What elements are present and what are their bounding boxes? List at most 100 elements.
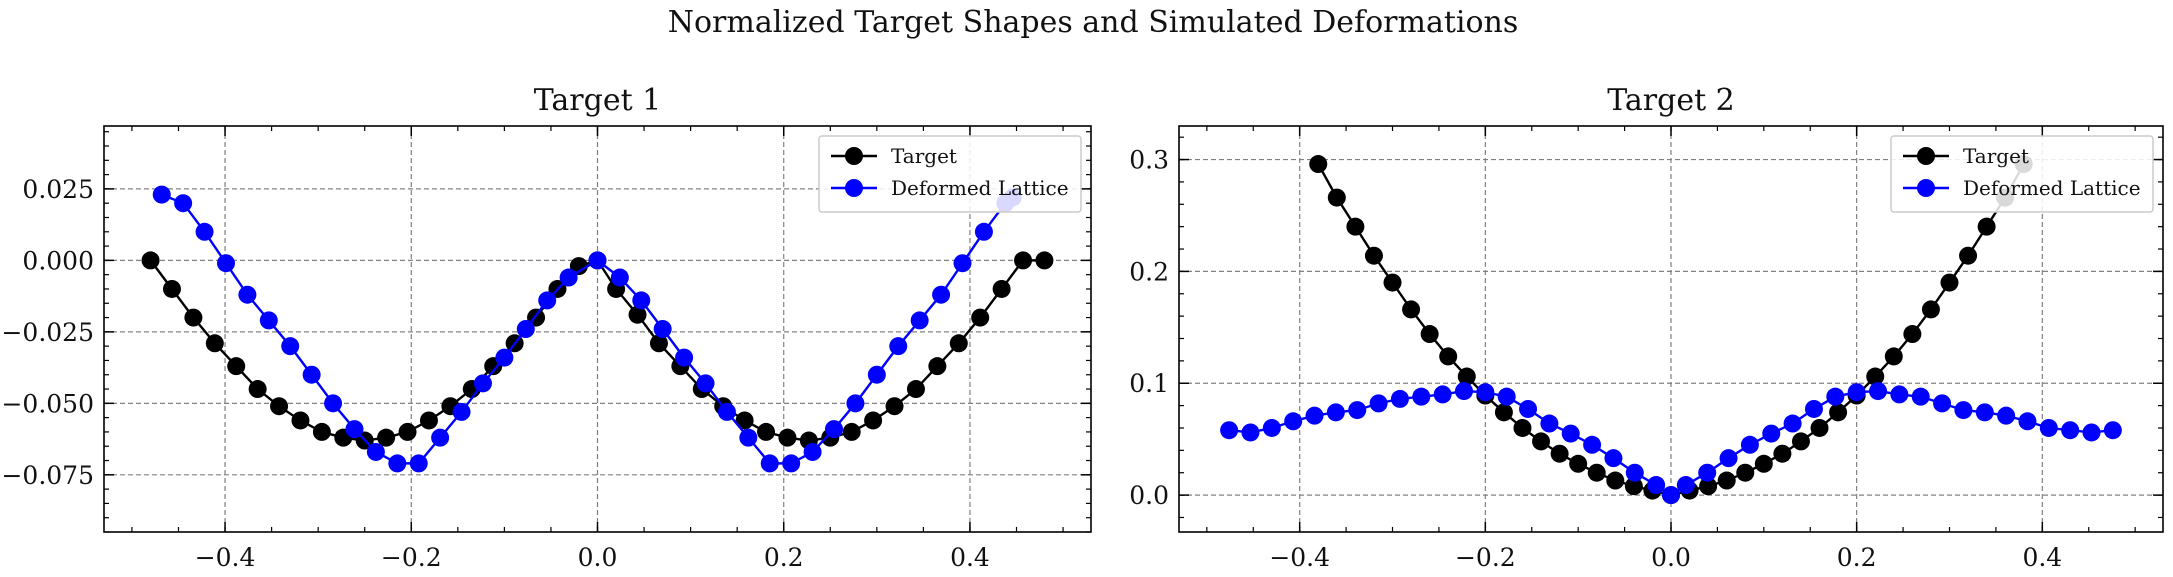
data-point [1606,471,1625,490]
data-point [238,285,257,304]
data-point [259,311,278,330]
data-point [495,348,514,367]
data-point [1676,476,1695,495]
data-point [1220,421,1239,440]
data-point [782,454,801,473]
series-deformed-lattice [1220,382,2122,505]
data-point [2018,412,2037,431]
data-point [302,365,321,384]
data-point [974,222,993,241]
data-point [1309,155,1328,174]
x-tick-label: 0.4 [950,543,990,572]
data-point [906,380,925,399]
data-point [1550,444,1569,463]
data-point [739,428,758,447]
data-point [1773,444,1792,463]
data-point [431,428,450,447]
data-point [1439,347,1458,366]
data-point [778,428,797,447]
data-point [649,334,668,353]
data-point [538,291,557,310]
data-point [1826,387,1845,406]
y-tick-label: −0.025 [1,318,94,347]
data-point [1866,367,1885,386]
x-tick-label: 0.0 [578,543,618,572]
figure-title: Normalized Target Shapes and Simulated D… [668,5,1519,40]
data-point [1903,325,1922,344]
legend-label: Deformed Lattice [891,176,1069,200]
data-point [1804,399,1823,418]
data-point [825,420,844,439]
data-point [227,357,246,376]
data-point [473,374,492,393]
data-point [757,422,776,441]
data-point [1911,387,1930,406]
data-point [864,411,883,430]
legend-label: Deformed Lattice [1963,176,2141,200]
data-point [388,454,407,473]
data-point [1513,418,1532,437]
data-point [932,285,951,304]
data-point [1454,382,1473,401]
data-point [1717,471,1736,490]
data-point [1869,382,1888,401]
data-point [366,442,385,461]
data-point [1940,273,1959,292]
data-point [1791,432,1810,451]
data-point [760,454,779,473]
data-point [1540,414,1559,433]
data-point [1457,367,1476,386]
data-point [452,402,471,421]
data-point [195,222,214,241]
data-point [1284,412,1303,431]
x-tick-label: −0.4 [195,543,256,572]
data-point [174,194,193,213]
legend-box [1890,135,2154,213]
data-point [1305,406,1324,425]
data-point [1014,251,1033,270]
data-point [419,411,438,430]
data-point [1569,454,1588,473]
data-point [281,337,300,356]
legend: Target Deformed Lattice [1890,135,2154,213]
data-point [2061,421,2080,440]
data-point [1364,246,1383,265]
data-point [588,251,607,270]
data-point [928,357,947,376]
chart-title: Target 2 [1607,83,1735,118]
legend-marker [1917,147,1935,165]
data-point [152,185,171,204]
data-point [1390,389,1409,408]
chart-title: Target 1 [534,83,662,118]
x-tick-label: 0.2 [1837,543,1877,572]
y-tick-label: −0.075 [1,461,94,490]
data-point [1497,387,1516,406]
data-point [569,257,588,276]
data-point [324,394,343,413]
chart-panel-target-2: Target 2 −0.4 −0.2 0.0 0.2 0.4 0.3 0.2 0.1 0.0 Tar… [1129,83,2164,572]
data-point [1348,401,1367,420]
data-point [1933,394,1952,413]
y-tick-label: 0.0 [1129,481,1169,510]
data-point [1532,432,1551,451]
data-point [1884,347,1903,366]
data-point [610,268,629,287]
data-point [398,422,417,441]
data-point [377,428,396,447]
data-point [889,337,908,356]
data-point [1699,477,1718,496]
data-point [516,320,535,338]
y-tick-label: 0.025 [22,175,94,204]
data-point [696,374,715,393]
data-point [1420,325,1439,344]
data-point [628,305,647,324]
data-point [842,422,861,441]
y-tick-label: 0.3 [1129,146,1169,175]
data-point [1604,449,1623,468]
data-point [2039,418,2058,437]
data-point [2082,423,2101,442]
data-point [162,279,181,298]
data-point [1519,399,1538,418]
data-point [1754,454,1773,473]
